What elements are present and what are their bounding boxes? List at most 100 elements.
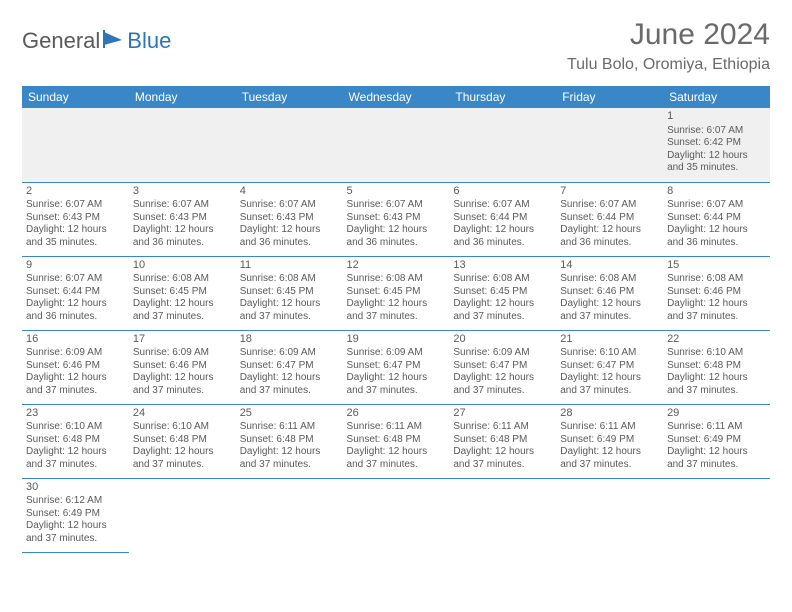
day-number: 29	[667, 407, 766, 421]
calendar-row: 23Sunrise: 6:10 AMSunset: 6:48 PMDayligh…	[22, 404, 770, 478]
sunrise-line: Sunrise: 6:12 AM	[26, 495, 125, 508]
sunset-line: Sunset: 6:46 PM	[667, 286, 766, 299]
day-number: 9	[26, 259, 125, 273]
daylight-line: Daylight: 12 hours and 37 minutes.	[133, 372, 232, 397]
sunrise-line: Sunrise: 6:07 AM	[667, 125, 766, 138]
sunrise-line: Sunrise: 6:07 AM	[26, 273, 125, 286]
sunrise-line: Sunrise: 6:10 AM	[667, 347, 766, 360]
sunrise-line: Sunrise: 6:07 AM	[26, 199, 125, 212]
sunset-line: Sunset: 6:45 PM	[347, 286, 446, 299]
day-number: 18	[240, 333, 339, 347]
calendar-cell: 3Sunrise: 6:07 AMSunset: 6:43 PMDaylight…	[129, 182, 236, 256]
day-number: 19	[347, 333, 446, 347]
daylight-line: Daylight: 12 hours and 35 minutes.	[26, 224, 125, 249]
day-number: 6	[453, 185, 552, 199]
sunrise-line: Sunrise: 6:07 AM	[133, 199, 232, 212]
daylight-line: Daylight: 12 hours and 37 minutes.	[453, 298, 552, 323]
sunset-line: Sunset: 6:43 PM	[347, 212, 446, 225]
calendar-cell: 7Sunrise: 6:07 AMSunset: 6:44 PMDaylight…	[556, 182, 663, 256]
calendar-cell: 28Sunrise: 6:11 AMSunset: 6:49 PMDayligh…	[556, 404, 663, 478]
calendar-cell: 21Sunrise: 6:10 AMSunset: 6:47 PMDayligh…	[556, 330, 663, 404]
calendar-row: 30Sunrise: 6:12 AMSunset: 6:49 PMDayligh…	[22, 478, 770, 552]
daylight-line: Daylight: 12 hours and 37 minutes.	[453, 446, 552, 471]
calendar-cell: 23Sunrise: 6:10 AMSunset: 6:48 PMDayligh…	[22, 404, 129, 478]
day-number: 14	[560, 259, 659, 273]
calendar-cell: 14Sunrise: 6:08 AMSunset: 6:46 PMDayligh…	[556, 256, 663, 330]
sunset-line: Sunset: 6:45 PM	[453, 286, 552, 299]
sunset-line: Sunset: 6:48 PM	[453, 434, 552, 447]
day-number: 30	[26, 481, 125, 495]
sunrise-line: Sunrise: 6:10 AM	[26, 421, 125, 434]
sunrise-line: Sunrise: 6:09 AM	[133, 347, 232, 360]
daylight-line: Daylight: 12 hours and 37 minutes.	[560, 446, 659, 471]
daylight-line: Daylight: 12 hours and 36 minutes.	[240, 224, 339, 249]
weekday-header: Tuesday	[236, 86, 343, 108]
sunset-line: Sunset: 6:42 PM	[667, 137, 766, 150]
calendar-cell: 24Sunrise: 6:10 AMSunset: 6:48 PMDayligh…	[129, 404, 236, 478]
sunset-line: Sunset: 6:46 PM	[133, 360, 232, 373]
day-number: 5	[347, 185, 446, 199]
daylight-line: Daylight: 12 hours and 36 minutes.	[560, 224, 659, 249]
day-number: 23	[26, 407, 125, 421]
daylight-line: Daylight: 12 hours and 37 minutes.	[560, 298, 659, 323]
sunrise-line: Sunrise: 6:07 AM	[453, 199, 552, 212]
calendar-cell: 27Sunrise: 6:11 AMSunset: 6:48 PMDayligh…	[449, 404, 556, 478]
sunset-line: Sunset: 6:48 PM	[667, 360, 766, 373]
calendar-cell: 26Sunrise: 6:11 AMSunset: 6:48 PMDayligh…	[343, 404, 450, 478]
daylight-line: Daylight: 12 hours and 37 minutes.	[26, 520, 125, 545]
logo: General Blue	[22, 28, 171, 54]
sunrise-line: Sunrise: 6:11 AM	[347, 421, 446, 434]
calendar-body: 1Sunrise: 6:07 AMSunset: 6:42 PMDaylight…	[22, 108, 770, 552]
calendar-cell	[236, 108, 343, 182]
sunset-line: Sunset: 6:43 PM	[240, 212, 339, 225]
sunset-line: Sunset: 6:48 PM	[240, 434, 339, 447]
daylight-line: Daylight: 12 hours and 37 minutes.	[347, 298, 446, 323]
sunrise-line: Sunrise: 6:11 AM	[240, 421, 339, 434]
calendar-cell: 29Sunrise: 6:11 AMSunset: 6:49 PMDayligh…	[663, 404, 770, 478]
weekday-header: Monday	[129, 86, 236, 108]
sunrise-line: Sunrise: 6:07 AM	[667, 199, 766, 212]
calendar-row: 9Sunrise: 6:07 AMSunset: 6:44 PMDaylight…	[22, 256, 770, 330]
daylight-line: Daylight: 12 hours and 35 minutes.	[667, 150, 766, 175]
logo-text-general: General	[22, 28, 100, 54]
calendar-cell: 11Sunrise: 6:08 AMSunset: 6:45 PMDayligh…	[236, 256, 343, 330]
calendar-cell	[449, 108, 556, 182]
daylight-line: Daylight: 12 hours and 37 minutes.	[26, 372, 125, 397]
calendar-cell	[129, 478, 236, 552]
calendar-cell: 17Sunrise: 6:09 AMSunset: 6:46 PMDayligh…	[129, 330, 236, 404]
calendar-cell: 15Sunrise: 6:08 AMSunset: 6:46 PMDayligh…	[663, 256, 770, 330]
sunset-line: Sunset: 6:45 PM	[240, 286, 339, 299]
day-number: 4	[240, 185, 339, 199]
calendar-cell: 20Sunrise: 6:09 AMSunset: 6:47 PMDayligh…	[449, 330, 556, 404]
calendar-cell: 12Sunrise: 6:08 AMSunset: 6:45 PMDayligh…	[343, 256, 450, 330]
calendar-cell: 25Sunrise: 6:11 AMSunset: 6:48 PMDayligh…	[236, 404, 343, 478]
day-number: 16	[26, 333, 125, 347]
calendar-cell: 22Sunrise: 6:10 AMSunset: 6:48 PMDayligh…	[663, 330, 770, 404]
sunset-line: Sunset: 6:49 PM	[560, 434, 659, 447]
sunrise-line: Sunrise: 6:09 AM	[240, 347, 339, 360]
sunrise-line: Sunrise: 6:09 AM	[453, 347, 552, 360]
calendar-cell	[129, 108, 236, 182]
calendar-cell: 9Sunrise: 6:07 AMSunset: 6:44 PMDaylight…	[22, 256, 129, 330]
daylight-line: Daylight: 12 hours and 36 minutes.	[667, 224, 766, 249]
calendar-row: 1Sunrise: 6:07 AMSunset: 6:42 PMDaylight…	[22, 108, 770, 182]
sunrise-line: Sunrise: 6:08 AM	[240, 273, 339, 286]
sunset-line: Sunset: 6:46 PM	[26, 360, 125, 373]
sunset-line: Sunset: 6:43 PM	[133, 212, 232, 225]
calendar-cell: 19Sunrise: 6:09 AMSunset: 6:47 PMDayligh…	[343, 330, 450, 404]
daylight-line: Daylight: 12 hours and 37 minutes.	[240, 446, 339, 471]
sunset-line: Sunset: 6:44 PM	[560, 212, 659, 225]
calendar-table: SundayMondayTuesdayWednesdayThursdayFrid…	[22, 86, 770, 553]
calendar-cell: 5Sunrise: 6:07 AMSunset: 6:43 PMDaylight…	[343, 182, 450, 256]
day-number: 2	[26, 185, 125, 199]
logo-text-blue: Blue	[127, 28, 171, 54]
day-number: 27	[453, 407, 552, 421]
sunset-line: Sunset: 6:47 PM	[560, 360, 659, 373]
day-number: 26	[347, 407, 446, 421]
sunrise-line: Sunrise: 6:09 AM	[347, 347, 446, 360]
sunrise-line: Sunrise: 6:10 AM	[133, 421, 232, 434]
daylight-line: Daylight: 12 hours and 37 minutes.	[26, 446, 125, 471]
sunset-line: Sunset: 6:47 PM	[453, 360, 552, 373]
calendar-cell	[556, 108, 663, 182]
weekday-header: Sunday	[22, 86, 129, 108]
